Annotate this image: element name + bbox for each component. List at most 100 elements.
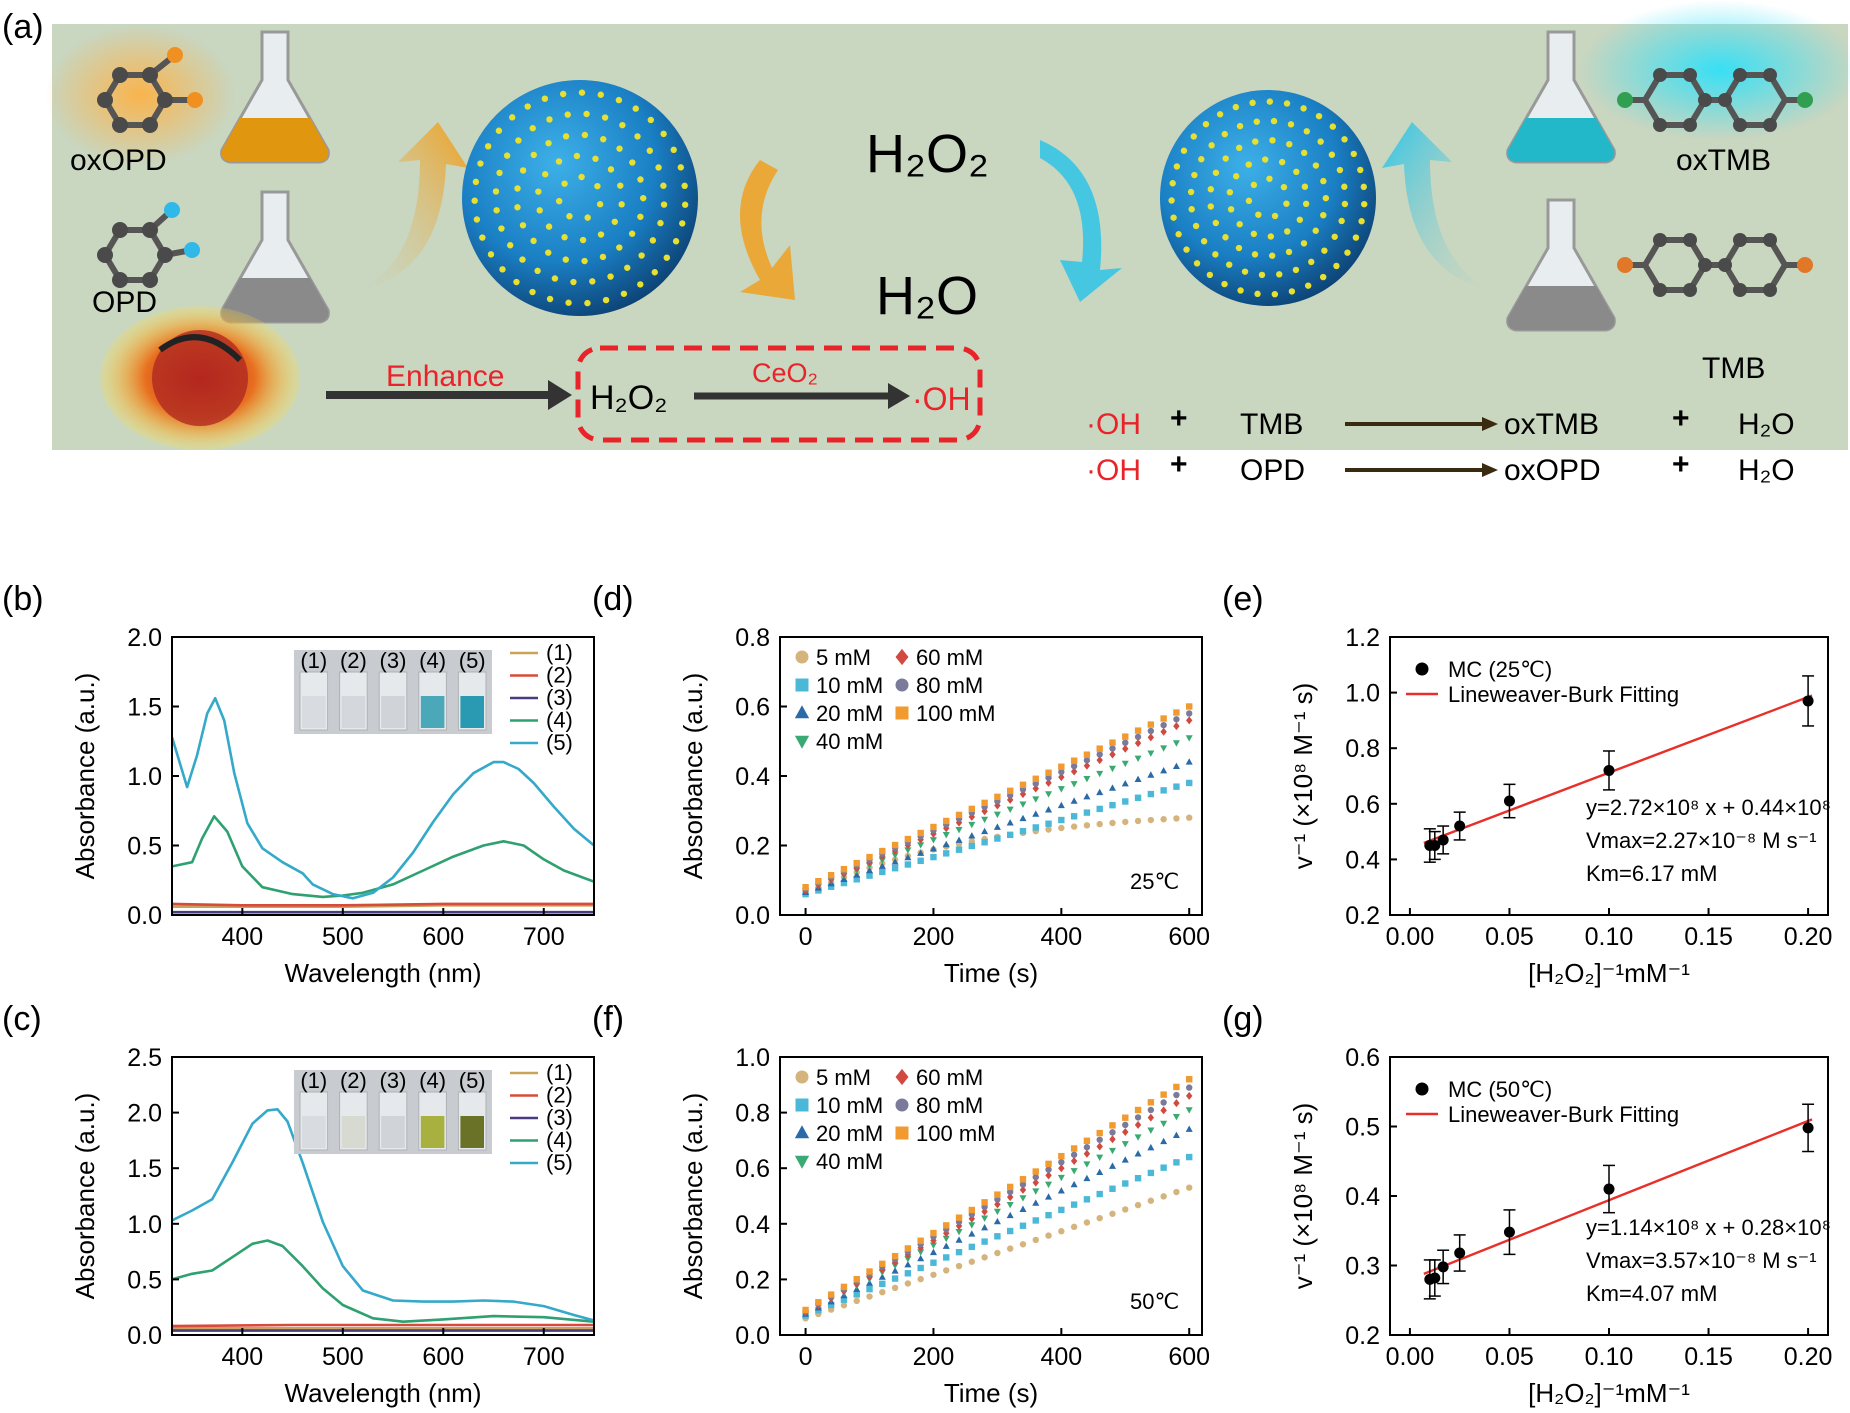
- data-point: [879, 1288, 886, 1296]
- sphere-dot: [1293, 168, 1300, 176]
- sphere-dot: [535, 188, 542, 195]
- data-point: [1083, 751, 1091, 758]
- reaction-arrowhead: [1482, 417, 1498, 431]
- sphere-dot: [1333, 262, 1340, 270]
- sphere-dot: [530, 237, 537, 245]
- x-axis-label: Time (s): [944, 1378, 1038, 1408]
- data-point: [1057, 786, 1065, 793]
- reaction-water: H₂O: [1738, 408, 1795, 441]
- data-point: [1083, 1144, 1091, 1151]
- x-tick-label: 600: [1168, 1343, 1210, 1371]
- data-point: [955, 1229, 963, 1236]
- legend-marker: [794, 1155, 810, 1169]
- sphere-dot: [513, 278, 520, 286]
- legend-label: 100 mM: [916, 1121, 995, 1146]
- sphere-dot: [1301, 183, 1309, 190]
- sphere-dot: [615, 96, 623, 104]
- legend-label: (2): [546, 1083, 573, 1108]
- data-point: [917, 842, 925, 849]
- sphere-dot: [670, 146, 677, 154]
- data-point: [1147, 816, 1155, 824]
- data-point: [891, 852, 899, 859]
- sphere-dot: [1208, 142, 1215, 149]
- data-point: [1160, 727, 1167, 736]
- sphere-dot: [1312, 162, 1320, 169]
- data-point: [904, 1280, 912, 1287]
- data-point: [1058, 763, 1065, 770]
- y-tick-label: 0.2: [735, 833, 770, 861]
- data-point: [1032, 1188, 1040, 1195]
- data-point: [1122, 739, 1129, 746]
- sphere-dot: [493, 207, 500, 214]
- data-point: [1147, 771, 1155, 778]
- sphere-dot: [1232, 103, 1240, 111]
- data-point: [1070, 781, 1078, 788]
- fit-equation: Km=4.07 mM: [1586, 1281, 1717, 1306]
- inset-label: (3): [380, 1068, 407, 1093]
- data-point: [1045, 806, 1053, 813]
- data-point: [879, 1260, 886, 1268]
- sphere-dot: [599, 253, 607, 261]
- x-tick-label: 0.00: [1386, 923, 1435, 951]
- data-point: [981, 816, 989, 824]
- inset-label: (1): [300, 648, 327, 673]
- data-point: [1134, 794, 1142, 801]
- sphere-dot: [1300, 240, 1308, 247]
- sphere-dot: [657, 219, 664, 227]
- data-point: [943, 1254, 950, 1261]
- x-tick-label: 700: [523, 923, 565, 951]
- reaction-plus: +: [1672, 402, 1690, 435]
- data-point: [1147, 727, 1155, 735]
- data-point: [1019, 1181, 1027, 1188]
- x-axis-label: Wavelength (nm): [285, 1378, 482, 1408]
- sphere-dot: [1261, 156, 1269, 163]
- x-tick-label: 0.15: [1684, 923, 1733, 951]
- data-point: [853, 859, 860, 867]
- sphere-dot: [503, 152, 511, 159]
- y-tick-label: 0.0: [127, 902, 162, 930]
- y-tick-label: 0.6: [735, 1155, 770, 1183]
- data-point: [1109, 739, 1116, 746]
- data-point: [1172, 740, 1180, 747]
- data-point: [1083, 1161, 1091, 1168]
- sphere-dot: [1250, 230, 1258, 238]
- data-point: [1006, 831, 1014, 839]
- data-point: [1058, 1164, 1065, 1173]
- data-point: [1454, 1247, 1466, 1259]
- legend-label: 20 mM: [816, 1121, 883, 1146]
- x-axis-label: Wavelength (nm): [285, 958, 482, 988]
- data-point: [1083, 1219, 1091, 1226]
- sphere-dot: [584, 299, 591, 307]
- plot-area: [802, 703, 1193, 898]
- cuvette-solution: [420, 1116, 445, 1148]
- data-point: [955, 811, 963, 819]
- data-point: [981, 1238, 988, 1245]
- data-point: [1186, 1084, 1193, 1091]
- sphere-dot: [561, 234, 568, 241]
- data-point: [1006, 787, 1014, 795]
- series-line-5: [172, 1108, 594, 1322]
- data-point: [1045, 778, 1052, 787]
- sphere-dot: [515, 137, 522, 144]
- y-tick-label: 0.8: [1345, 735, 1380, 763]
- cuvette-solution: [381, 1116, 405, 1148]
- data-point: [1134, 755, 1142, 763]
- y-axis-label: v⁻¹ (×10⁸ M⁻¹ s): [1288, 1103, 1318, 1289]
- data-point: [1083, 775, 1091, 783]
- sphere-dot: [1188, 206, 1195, 213]
- data-point: [917, 1237, 924, 1244]
- sphere-dot: [1276, 271, 1283, 278]
- legend-marker: [795, 678, 809, 692]
- data-point: [1070, 1156, 1078, 1165]
- data-point: [1070, 1151, 1078, 1158]
- data-point: [827, 1301, 835, 1309]
- data-point: [1045, 1160, 1052, 1168]
- plot-frame: [171, 1056, 595, 1336]
- sphere-dot: [1322, 194, 1330, 202]
- data-point: [866, 853, 873, 861]
- fit-equation: Km=6.17 mM: [1586, 861, 1717, 886]
- legend-marker: [1415, 1082, 1429, 1096]
- reaction-reagent: ·OH: [1086, 454, 1141, 487]
- data-point: [1173, 722, 1180, 731]
- heated-nanoparticle-icon: [100, 306, 300, 450]
